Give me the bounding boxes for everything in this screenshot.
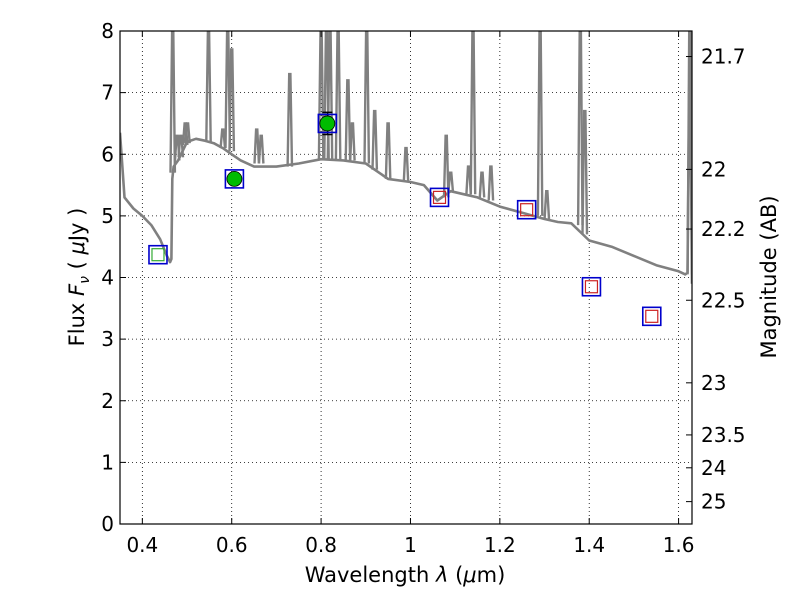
emission-line-8 — [228, 48, 236, 152]
emission-line-7 — [224, 31, 232, 149]
y-tick-label-0: 0 — [101, 512, 114, 536]
emission-line-21 — [402, 146, 410, 183]
y-tick-label-4: 4 — [101, 266, 114, 290]
axis-ticks: 0.4 0.6 0.8 1 1.2 1.4 1.601234567821.72222.222… — [101, 19, 745, 557]
photometry-box-6 — [641, 306, 662, 327]
emission-line-4 — [184, 122, 191, 144]
photometry-box-1 — [224, 169, 245, 189]
emission-line-0 — [169, 31, 177, 173]
mag-tick-label-5: 23.5 — [701, 423, 746, 447]
photometry-model-box-5 — [584, 280, 599, 294]
photometry-box-3 — [429, 187, 450, 208]
emission-line-28 — [536, 31, 544, 216]
x-tick-label-6: 1.6 — [663, 533, 695, 557]
emission-line-5 — [205, 31, 212, 142]
emission-line-22 — [442, 134, 450, 198]
photometry-model-box-3 — [432, 190, 447, 204]
emission-line-25 — [469, 31, 477, 195]
photometry-detection-2 — [319, 115, 336, 132]
photometry-detection-1 — [226, 170, 243, 187]
mag-tick-label-0: 21.7 — [701, 45, 746, 69]
x-tick-label-0: 0.4 — [126, 533, 158, 557]
photometry-point-4 — [516, 199, 537, 220]
y-tick-label-2: 2 — [101, 389, 114, 413]
emission-line-14 — [326, 31, 334, 160]
photometry-point-3 — [429, 187, 450, 208]
emission-line-11 — [286, 72, 294, 167]
emission-line-10 — [257, 134, 265, 164]
emission-line-19 — [371, 109, 379, 170]
mag-tick-label-6: 24 — [701, 456, 726, 480]
emission-line-2 — [177, 134, 185, 158]
emission-line-9 — [253, 128, 261, 164]
emission-line-31 — [581, 109, 589, 235]
photometry-point-1 — [224, 169, 245, 189]
emission-line-23 — [447, 171, 455, 192]
emission-line-30 — [576, 31, 584, 226]
photometry-model-box-0 — [151, 248, 165, 262]
photometry-points — [148, 111, 662, 327]
x-tick-label-1: 0.6 — [216, 533, 248, 557]
y-tick-label-8: 8 — [101, 19, 114, 43]
photometry-point-5 — [581, 276, 602, 297]
mag-tick-label-2: 22.2 — [701, 217, 746, 241]
mag-tick-label-7: 25 — [701, 490, 726, 514]
emission-line-12 — [317, 31, 325, 160]
photometry-point-6 — [641, 306, 662, 327]
y-tick-label-3: 3 — [101, 327, 114, 351]
secondary-y-axis-label: Magnitude (AB) — [757, 195, 781, 358]
y-tick-label-5: 5 — [101, 204, 114, 228]
emission-line-6 — [219, 128, 227, 149]
photometry-model-box-4 — [520, 203, 534, 217]
emission-line-29 — [543, 190, 551, 220]
photometry-box-5 — [581, 276, 602, 297]
emission-line-16 — [344, 79, 352, 161]
model-spectrum — [120, 31, 692, 284]
emission-line-32 — [686, 31, 692, 275]
photometry-box-2 — [317, 113, 338, 134]
mag-tick-label-4: 23 — [701, 371, 726, 395]
y-axis-label: Flux Fν ( μJy ) — [65, 208, 93, 347]
emission-line-20 — [384, 122, 392, 179]
photometry-point-0 — [148, 244, 168, 265]
y-tick-label-7: 7 — [101, 81, 114, 105]
x-tick-label-3: 1 — [404, 533, 417, 557]
x-axis-label: Wavelength λ (μm) — [305, 563, 506, 587]
emission-line-15 — [334, 31, 342, 160]
photometry-box-4 — [516, 199, 537, 220]
emission-line-18 — [363, 31, 371, 164]
mag-tick-label-3: 22.5 — [701, 288, 746, 312]
x-tick-label-2: 0.8 — [305, 533, 337, 557]
emission-line-17 — [349, 122, 356, 161]
spectrum-continuum — [120, 31, 692, 284]
emission-line-27 — [487, 165, 495, 201]
emission-line-26 — [478, 171, 486, 198]
x-tick-label-4: 1.2 — [484, 533, 516, 557]
x-tick-label-5: 1.4 — [573, 533, 605, 557]
mag-tick-label-1: 22 — [701, 157, 726, 181]
photometry-box-0 — [148, 244, 168, 265]
y-tick-label-1: 1 — [101, 450, 114, 474]
y-tick-label-6: 6 — [101, 142, 114, 166]
photometry-point-2 — [317, 111, 338, 136]
photometry-model-box-6 — [645, 309, 659, 323]
